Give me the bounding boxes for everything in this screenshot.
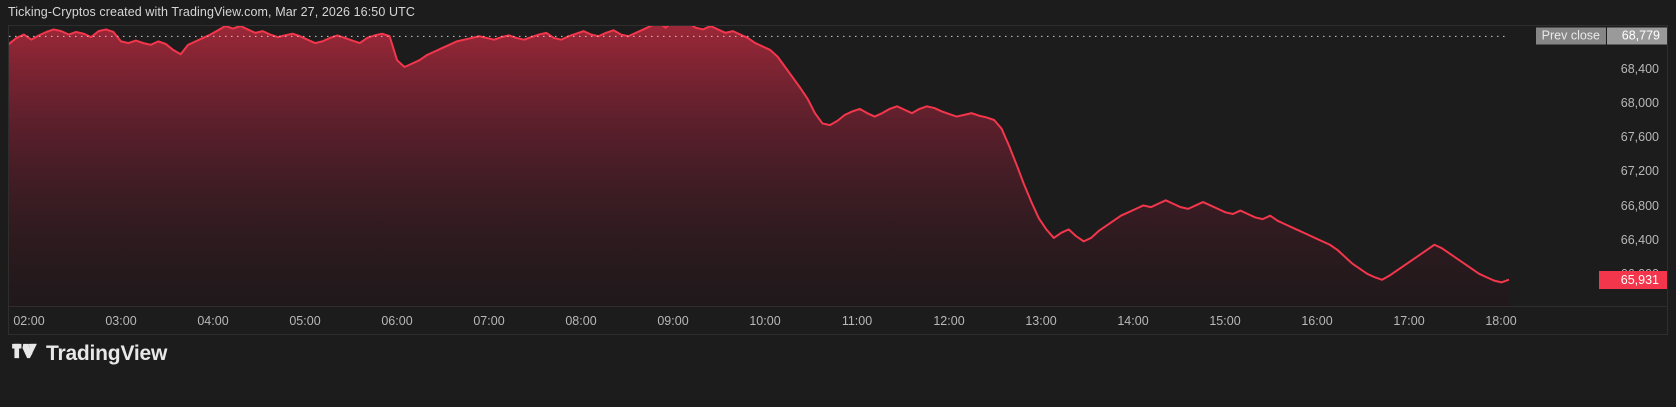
price-axis-tick: 68,400: [1620, 61, 1659, 76]
time-axis-tick: 05:00: [289, 314, 321, 328]
price-axis-tick: 66,800: [1620, 198, 1659, 213]
tradingview-branding: TradingView: [12, 341, 167, 366]
time-axis-tick: 12:00: [933, 314, 965, 328]
price-axis-tick: 66,400: [1620, 232, 1659, 247]
time-axis-tick: 16:00: [1301, 314, 1333, 328]
time-axis-tick: 13:00: [1025, 314, 1057, 328]
time-axis-tick: 14:00: [1117, 314, 1149, 328]
price-area-fill: [9, 26, 1509, 308]
tradingview-mark-icon: [12, 343, 43, 359]
time-axis-tick: 03:00: [105, 314, 137, 328]
price-axis[interactable]: 68,40068,00067,60067,20066,80066,40066,0…: [1509, 26, 1667, 308]
time-axis-tick: 18:00: [1485, 314, 1517, 328]
price-line: [9, 26, 1509, 284]
time-axis-tick: 02:00: [13, 314, 45, 328]
time-axis-tick: 15:00: [1209, 314, 1241, 328]
prev-close-label: Prev close: [1535, 27, 1606, 45]
tradingview-wordmark: TradingView: [46, 342, 168, 365]
prev-close-badge[interactable]: Prev close 68,779: [1535, 27, 1667, 45]
price-axis-tick: 68,000: [1620, 95, 1659, 110]
chart-frame: 68,40068,00067,60067,20066,80066,40066,0…: [8, 25, 1668, 335]
prev-close-value: 68,779: [1607, 27, 1667, 45]
price-area-chart: [9, 26, 1509, 308]
tradingview-logo-icon: [12, 341, 43, 366]
time-axis-tick: 10:00: [749, 314, 781, 328]
time-axis-tick: 04:00: [197, 314, 229, 328]
chart-caption: Ticking-Cryptos created with TradingView…: [8, 5, 415, 19]
time-axis-tick: 08:00: [565, 314, 597, 328]
chart-plot-area[interactable]: [9, 26, 1509, 308]
time-axis[interactable]: 02:00 03:00 04:00 05:00 06:00 07:00 08:00 09:00…: [9, 306, 1667, 334]
price-axis-tick: 67,200: [1620, 164, 1659, 179]
time-axis-tick: 06:00: [381, 314, 413, 328]
price-axis-tick: 67,600: [1620, 130, 1659, 145]
time-axis-tick: 11:00: [841, 314, 873, 328]
last-price-badge[interactable]: 65,931: [1599, 270, 1667, 289]
time-axis-tick: 09:00: [657, 314, 689, 328]
time-axis-tick: 07:00: [473, 314, 505, 328]
time-axis-tick: 17:00: [1393, 314, 1425, 328]
